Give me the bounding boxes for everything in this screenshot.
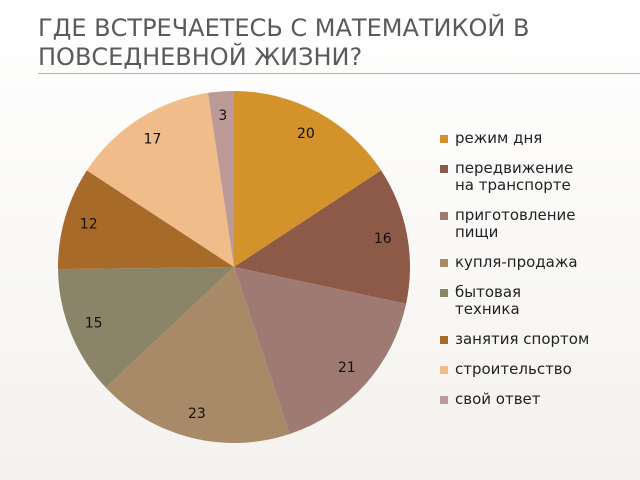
legend-item: строительство (440, 361, 590, 378)
data-label: 20 (297, 126, 315, 142)
legend-label: свой ответ (455, 390, 541, 408)
legend-swatch (440, 212, 448, 220)
legend-item: режим дня (440, 130, 590, 147)
legend-swatch (440, 259, 448, 267)
pie-slice (234, 267, 407, 434)
legend-swatch (440, 396, 448, 404)
legend-swatch (440, 289, 448, 297)
legend-label: приготовление пищи (455, 206, 576, 241)
legend-swatch (440, 165, 448, 173)
data-label: 12 (80, 217, 98, 233)
title-rule (38, 73, 640, 74)
legend-swatch (440, 336, 448, 344)
legend-item: приготовление пищи (440, 207, 590, 241)
pie-slice (234, 170, 410, 304)
data-label: 21 (338, 360, 356, 376)
legend-swatch (440, 366, 448, 374)
data-label: 3 (218, 108, 227, 124)
pie-slice (86, 92, 235, 267)
legend-label: занятия спортом (455, 330, 590, 348)
legend-label: купля-продажа (455, 253, 578, 271)
data-label: 15 (85, 316, 103, 332)
pie-slice (234, 91, 382, 267)
legend-item: бытовая техника (440, 284, 590, 318)
data-label: 23 (188, 406, 206, 422)
legend-item: купля-продажа (440, 254, 590, 271)
chart-title: ГДЕ ВСТРЕЧАЕТЕСЬ С МАТЕМАТИКОЙ В ПОВСЕДН… (38, 14, 530, 71)
data-label: 16 (374, 231, 392, 247)
legend-label: режим дня (455, 129, 543, 147)
pie-slice (58, 170, 234, 270)
pie-slice (105, 267, 290, 443)
legend-swatch (440, 135, 448, 143)
data-label: 17 (144, 131, 162, 147)
pie-slice (207, 91, 234, 267)
legend-label: строительство (455, 360, 572, 378)
legend-item: занятия спортом (440, 331, 590, 348)
legend-item: свой ответ (440, 391, 590, 408)
pie-slice (58, 267, 235, 388)
legend: режим дня передвижение на транспорте приго… (440, 130, 590, 408)
legend-label: бытовая техника (455, 283, 522, 318)
legend-label: передвижение на транспорте (455, 159, 574, 194)
legend-item: передвижение на транспорте (440, 160, 590, 194)
